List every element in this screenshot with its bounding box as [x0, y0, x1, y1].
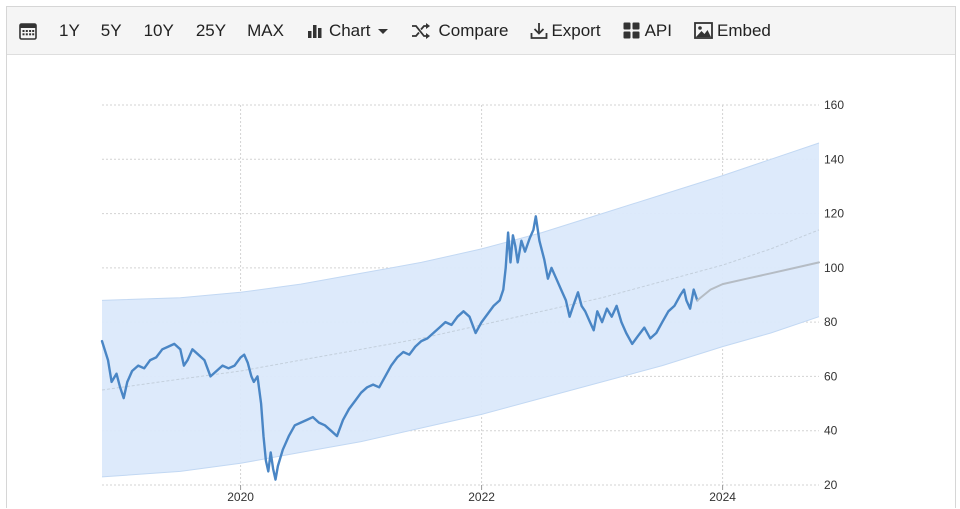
band-upper-edge: [101, 142, 820, 301]
y-tick-label: 80: [824, 315, 838, 329]
forecast-line: [696, 261, 820, 302]
chart-type-label: Chart: [328, 20, 371, 40]
range-max-button[interactable]: MAX: [247, 7, 284, 54]
range-10y-label: 10Y: [143, 20, 174, 40]
chart-toolbar: 1Y 5Y 10Y 25Y MAX Chart Compare: [7, 7, 955, 55]
trend-line: [101, 229, 820, 391]
band-area: [102, 143, 819, 477]
x-tick-label: 2024: [709, 490, 736, 504]
range-1y-button[interactable]: 1Y: [59, 7, 80, 54]
api-label: API: [644, 20, 672, 40]
download-icon: [531, 22, 548, 39]
y-tick-label: 60: [824, 369, 838, 383]
embed-label: Embed: [716, 20, 771, 40]
band-lower-edge: [101, 316, 820, 478]
trend-path: [101, 229, 820, 391]
x-tick-label: 2022: [468, 490, 495, 504]
range-1y-label: 1Y: [59, 20, 80, 40]
chart-area: 2020 2022 2024 20 40 60 80 100 120 140 160: [7, 55, 955, 509]
y-axis-ticks: 20 40 60 80 100 120 140 160: [824, 98, 844, 492]
compare-label: Compare: [438, 20, 509, 40]
grid-icon: [623, 22, 640, 39]
range-max-label: MAX: [247, 20, 284, 40]
range-25y-label: 25Y: [195, 20, 227, 40]
compare-button[interactable]: Compare: [411, 7, 509, 54]
calendar-icon: [19, 22, 37, 40]
y-tick-label: 20: [824, 478, 838, 492]
range-5y-label: 5Y: [100, 20, 122, 40]
embed-button[interactable]: Embed: [694, 7, 771, 54]
export-button[interactable]: Export: [530, 7, 601, 54]
price-line: [100, 215, 699, 481]
deviation-band: [101, 142, 820, 478]
calendar-button[interactable]: [19, 7, 37, 54]
chart-widget: 1Y 5Y 10Y 25Y MAX Chart Compare: [6, 6, 956, 508]
range-5y-button[interactable]: 5Y: [101, 7, 122, 54]
range-25y-button[interactable]: 25Y: [196, 7, 226, 54]
x-axis-ticks: 2020 2022 2024: [227, 485, 736, 504]
export-label: Export: [551, 20, 601, 40]
image-icon: [694, 22, 713, 39]
y-tick-label: 140: [824, 152, 844, 166]
caret-down-icon: [377, 28, 388, 34]
x-tick-label: 2020: [227, 490, 254, 504]
shuffle-icon: [411, 22, 430, 39]
y-tick-label: 100: [824, 261, 844, 275]
chart-type-dropdown[interactable]: Chart: [306, 7, 389, 54]
y-tick-label: 160: [824, 98, 844, 112]
bar-chart-icon: [307, 24, 322, 38]
y-tick-label: 40: [824, 424, 838, 438]
range-10y-button[interactable]: 10Y: [144, 7, 174, 54]
y-tick-label: 120: [824, 207, 844, 221]
series-lines: [100, 215, 820, 481]
api-button[interactable]: API: [623, 7, 672, 54]
